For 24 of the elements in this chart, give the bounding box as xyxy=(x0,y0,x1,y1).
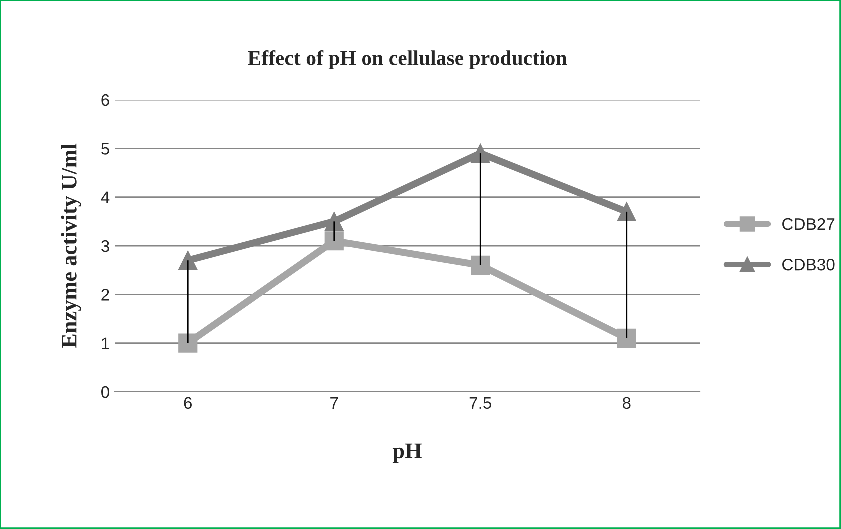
y-tick-label: 2 xyxy=(102,289,110,301)
y-tick-label: 3 xyxy=(102,240,110,252)
x-axis-title: pH xyxy=(392,444,422,464)
y-tick-label: 5 xyxy=(102,143,110,155)
x-tick-label: 7 xyxy=(330,397,338,409)
y-tick-label: 4 xyxy=(101,192,110,204)
point xyxy=(617,328,636,348)
point xyxy=(471,256,490,276)
point xyxy=(617,202,636,222)
point xyxy=(324,212,344,232)
y-axis-title: Enzyme activity U/ml xyxy=(61,144,82,348)
legend-label: CDB30 xyxy=(782,258,835,271)
chart-title: Effect of pH on cellulase production xyxy=(248,50,568,70)
point xyxy=(324,232,344,251)
point xyxy=(178,334,198,353)
legend-label: CDB27 xyxy=(782,218,835,230)
x-tick-label: 6 xyxy=(184,397,192,410)
y-tick-label: 1 xyxy=(102,338,110,350)
y-tick-label: 0 xyxy=(102,386,110,398)
y-tick-label: 6 xyxy=(102,94,110,106)
x-tick-label: 7.5 xyxy=(470,397,492,410)
point xyxy=(178,251,198,270)
point xyxy=(471,144,490,164)
x-tick-label: 8 xyxy=(622,397,631,410)
